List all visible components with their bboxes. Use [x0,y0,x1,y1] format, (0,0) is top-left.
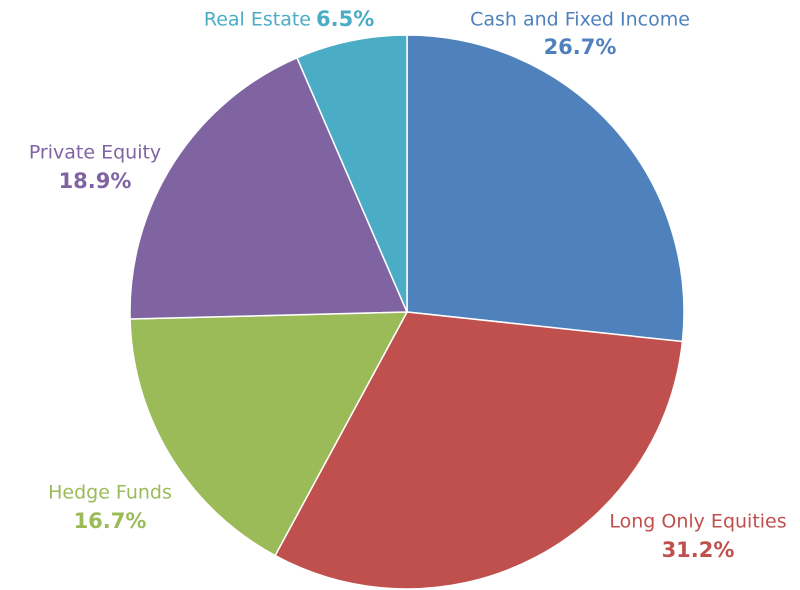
slice-label: Real Estate [204,9,311,31]
slice-label: Long Only Equities [609,511,786,533]
slice-label: Hedge Funds [48,482,172,504]
pie-slice [406,34,685,343]
pie-slice [274,311,684,590]
pie-slice [296,34,408,313]
slice-label: Private Equity [29,142,161,164]
slice-value-label: 16.7% [74,509,147,533]
pie-slice [129,56,409,320]
slice-value-label: 6.5% [316,7,374,31]
slice-value-label: 26.7% [544,35,617,59]
slice-label: Cash and Fixed Income [470,9,690,31]
slice-value-label: 18.9% [59,169,132,193]
slice-value-label: 31.2% [662,538,735,562]
pie-slice [129,311,409,557]
